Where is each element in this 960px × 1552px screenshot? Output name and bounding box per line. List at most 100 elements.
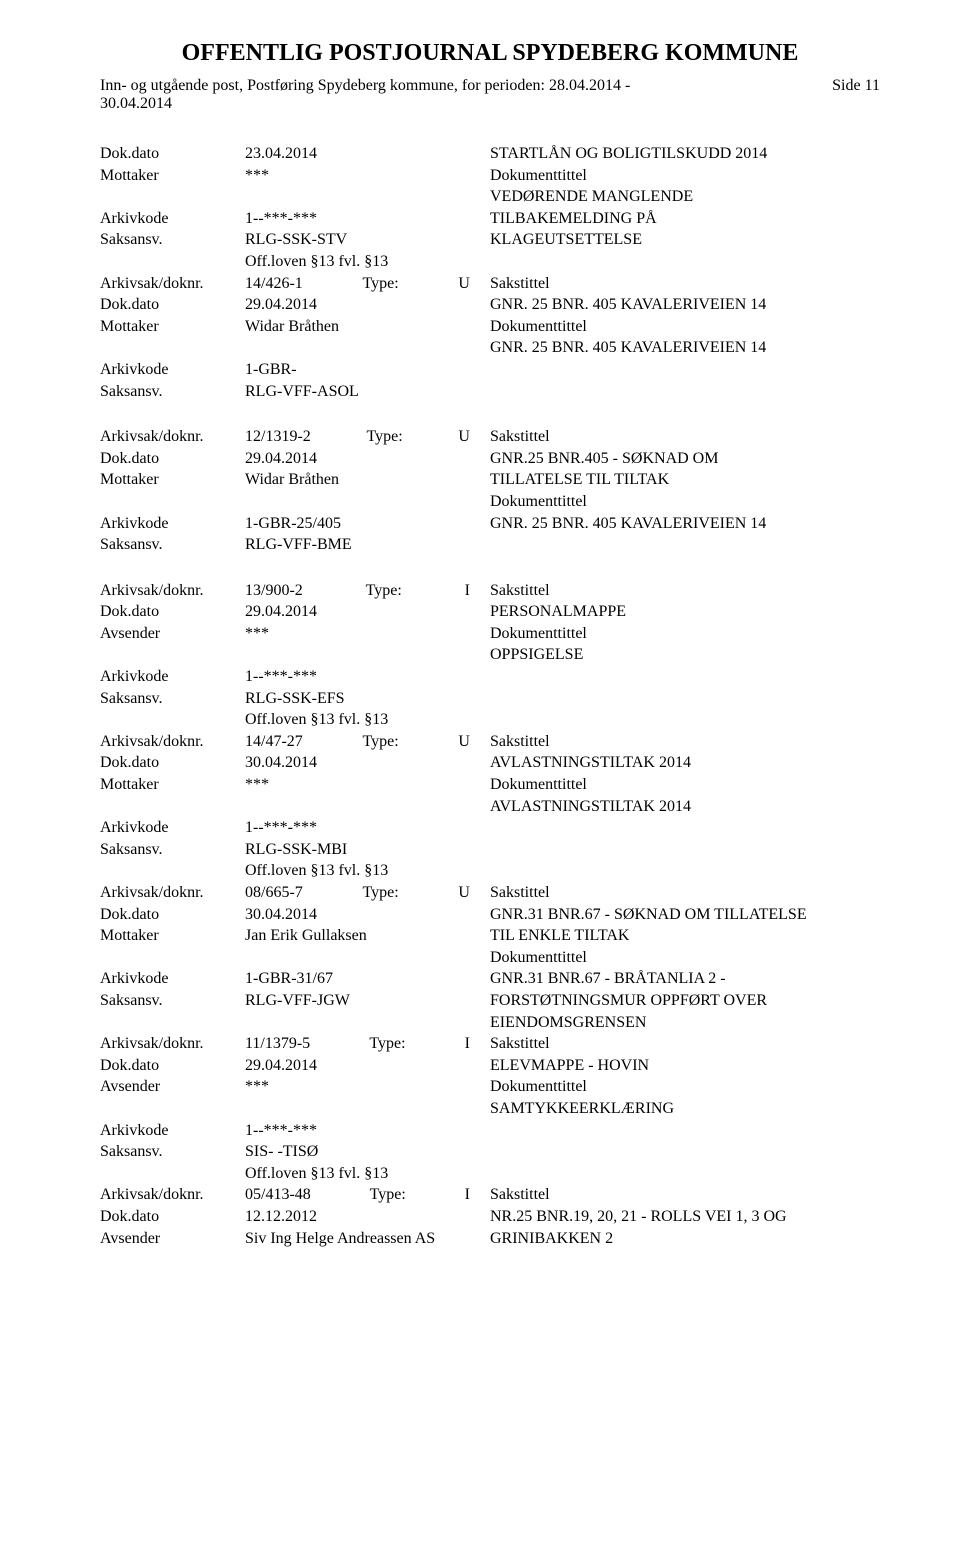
field-label: Arkivkode	[100, 359, 245, 381]
right-text: Dokumenttittel	[490, 947, 880, 969]
field-value: Jan Erik Gullaksen	[245, 925, 490, 947]
field-label: Saksansv.	[100, 534, 245, 556]
field-value: 12.12.2012	[245, 1206, 490, 1228]
right-text: AVLASTNINGSTILTAK 2014	[490, 752, 880, 774]
field-label	[100, 796, 245, 818]
journal-entry: Arkivsak/doknr.08/665-7Type:USakstittelD…	[100, 882, 880, 1033]
right-text: ELEVMAPPE - HOVIN	[490, 1055, 880, 1077]
field-label	[100, 644, 245, 666]
right-text: Sakstittel	[490, 580, 880, 602]
field-value: Off.loven §13 fvl. §13	[245, 251, 490, 273]
field-value	[245, 186, 490, 208]
field-value: 29.04.2014	[245, 448, 490, 470]
arkivsak-value: 13/900-2Type:I	[245, 580, 490, 602]
right-text: GNR. 25 BNR. 405 KAVALERIVEIEN 14	[490, 337, 880, 359]
field-label: Mottaker	[100, 165, 245, 187]
right-text: EIENDOMSGRENSEN	[490, 1012, 880, 1034]
right-text: PERSONALMAPPE	[490, 601, 880, 623]
field-label: Avsender	[100, 623, 245, 645]
field-label: Arkivkode	[100, 666, 245, 688]
arkivsak-value: 14/47-27Type:U	[245, 731, 490, 753]
right-text: Sakstittel	[490, 273, 880, 295]
field-value: RLG-VFF-BME	[245, 534, 490, 556]
field-value	[245, 644, 490, 666]
subtitle: Inn- og utgående post, Postføring Spydeb…	[100, 77, 660, 113]
field-value: 29.04.2014	[245, 601, 490, 623]
field-label: Dok.dato	[100, 448, 245, 470]
field-value: Off.loven §13 fvl. §13	[245, 709, 490, 731]
field-label: Arkivsak/doknr.	[100, 1033, 245, 1055]
field-value: ***	[245, 774, 490, 796]
right-text: FORSTØTNINGSMUR OPPFØRT OVER	[490, 990, 880, 1012]
right-text: KLAGEUTSETTELSE	[490, 229, 880, 251]
field-value: RLG-VFF-ASOL	[245, 381, 490, 403]
field-label: Dok.dato	[100, 601, 245, 623]
right-text: TIL ENKLE TILTAK	[490, 925, 880, 947]
field-value	[245, 337, 490, 359]
field-label: Arkivkode	[100, 1120, 245, 1142]
field-value: 1--***-***	[245, 1120, 490, 1142]
field-value: RLG-SSK-MBI	[245, 839, 490, 861]
field-value: Widar Bråthen	[245, 469, 490, 491]
field-label: Arkivsak/doknr.	[100, 273, 245, 295]
field-label: Arkivkode	[100, 817, 245, 839]
right-text: GRINIBAKKEN 2	[490, 1228, 880, 1250]
field-value: 30.04.2014	[245, 904, 490, 926]
field-label: Avsender	[100, 1076, 245, 1098]
right-text: SAMTYKKEERKLÆRING	[490, 1098, 880, 1120]
right-text: GNR.31 BNR.67 - SØKNAD OM TILLATELSE	[490, 904, 880, 926]
journal-entry: Arkivsak/doknr.14/426-1Type:USakstittelD…	[100, 273, 880, 403]
field-label	[100, 1098, 245, 1120]
right-text: Sakstittel	[490, 426, 880, 448]
field-value: SIS- -TISØ	[245, 1141, 490, 1163]
field-value: 29.04.2014	[245, 294, 490, 316]
field-label: Arkivsak/doknr.	[100, 580, 245, 602]
right-text: Sakstittel	[490, 1033, 880, 1055]
field-label: Arkivkode	[100, 208, 245, 230]
field-label: Saksansv.	[100, 990, 245, 1012]
right-text: Dokumenttittel	[490, 165, 880, 187]
header-row: Inn- og utgående post, Postføring Spydeb…	[100, 77, 880, 113]
field-label: Mottaker	[100, 469, 245, 491]
field-label: Dok.dato	[100, 752, 245, 774]
field-label	[100, 186, 245, 208]
right-text: GNR. 25 BNR. 405 KAVALERIVEIEN 14	[490, 294, 880, 316]
right-text: Dokumenttittel	[490, 316, 880, 338]
field-label: Arkivsak/doknr.	[100, 882, 245, 904]
right-text: AVLASTNINGSTILTAK 2014	[490, 796, 880, 818]
field-label: Dok.dato	[100, 143, 245, 165]
arkivsak-value: 12/1319-2Type:U	[245, 426, 490, 448]
field-value	[245, 1012, 490, 1034]
field-label	[100, 337, 245, 359]
field-label: Mottaker	[100, 774, 245, 796]
field-label: Saksansv.	[100, 1141, 245, 1163]
field-value: 1--***-***	[245, 666, 490, 688]
field-value: ***	[245, 1076, 490, 1098]
field-label	[100, 1163, 245, 1185]
right-text: Sakstittel	[490, 1184, 880, 1206]
arkivsak-value: 08/665-7Type:U	[245, 882, 490, 904]
arkivsak-value: 05/413-48Type:I	[245, 1184, 490, 1206]
right-text: Dokumenttittel	[490, 623, 880, 645]
right-text: TILLATELSE TIL TILTAK	[490, 469, 880, 491]
field-label	[100, 947, 245, 969]
field-value: 30.04.2014	[245, 752, 490, 774]
field-value: RLG-SSK-EFS	[245, 688, 490, 710]
right-text: VEDØRENDE MANGLENDE	[490, 186, 880, 208]
field-label: Mottaker	[100, 925, 245, 947]
right-text: GNR.25 BNR.405 - SØKNAD OM	[490, 448, 880, 470]
field-value: Siv Ing Helge Andreassen AS	[245, 1228, 490, 1250]
journal-entry: Arkivsak/doknr.11/1379-5Type:ISakstittel…	[100, 1033, 880, 1184]
field-label	[100, 251, 245, 273]
field-label: Saksansv.	[100, 229, 245, 251]
field-label	[100, 491, 245, 513]
field-label: Dok.dato	[100, 294, 245, 316]
right-text: Sakstittel	[490, 731, 880, 753]
journal-entry: Arkivsak/doknr.14/47-27Type:USakstittelD…	[100, 731, 880, 882]
page-title: OFFENTLIG POSTJOURNAL SPYDEBERG KOMMUNE	[100, 40, 880, 67]
field-value: 1--***-***	[245, 208, 490, 230]
right-text: Dokumenttittel	[490, 491, 880, 513]
entries-container: Dok.dato23.04.2014STARTLÅN OG BOLIGTILSK…	[100, 143, 880, 1249]
field-label: Dok.dato	[100, 1055, 245, 1077]
journal-entry: Arkivsak/doknr.12/1319-2Type:USakstittel…	[100, 426, 880, 556]
